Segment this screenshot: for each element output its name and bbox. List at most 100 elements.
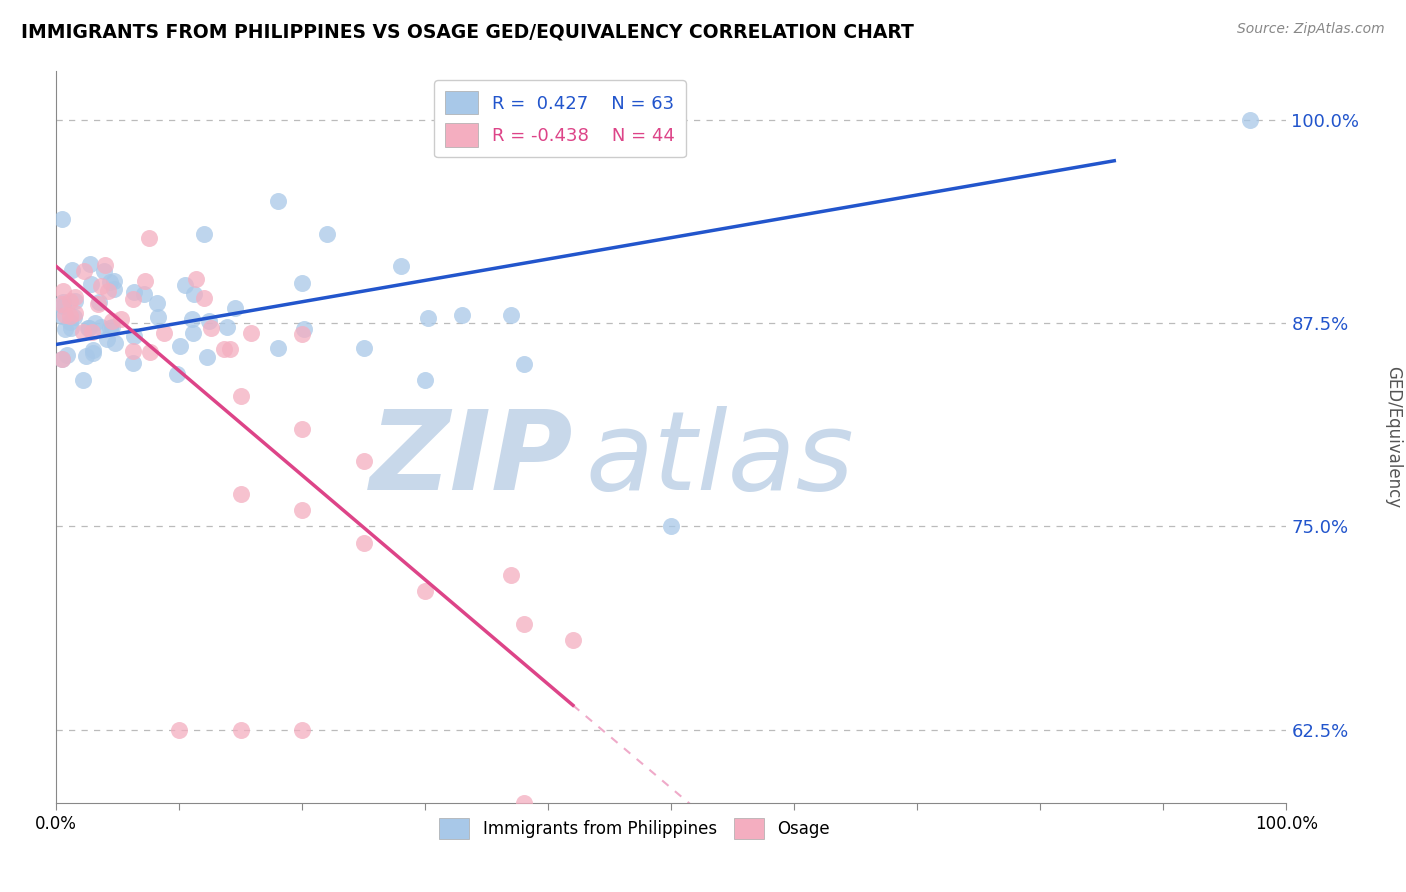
Point: [132, 286, 155, 301]
Point: [513, 617, 536, 632]
Point: [229, 487, 252, 501]
Point: [62, 263, 84, 277]
Point: [59, 294, 82, 309]
Point: [80, 277, 103, 292]
Point: [291, 327, 314, 342]
Point: [292, 322, 315, 336]
Point: [561, 633, 585, 648]
Point: [138, 231, 160, 245]
Point: [353, 341, 375, 355]
Point: [59, 310, 82, 324]
Point: [193, 227, 215, 241]
Point: [60, 321, 83, 335]
Point: [90, 319, 112, 334]
Point: [122, 328, 145, 343]
Point: [73, 263, 96, 277]
Point: [186, 272, 208, 286]
Y-axis label: GED/Equivalency: GED/Equivalency: [1385, 366, 1402, 508]
Point: [224, 301, 246, 315]
Point: [65, 290, 87, 304]
Point: [77, 321, 100, 335]
Point: [103, 282, 125, 296]
Point: [53, 322, 76, 336]
Point: [501, 308, 523, 322]
Point: [169, 339, 191, 353]
Point: [181, 326, 204, 340]
Point: [75, 350, 97, 364]
Point: [104, 335, 127, 350]
Point: [200, 320, 222, 334]
Point: [416, 310, 439, 325]
Point: [98, 321, 121, 335]
Point: [51, 297, 73, 311]
Point: [291, 503, 314, 517]
Point: [173, 278, 195, 293]
Point: [146, 310, 169, 325]
Point: [51, 310, 73, 324]
Point: [100, 314, 122, 328]
Point: [52, 294, 75, 309]
Point: [53, 308, 76, 322]
Point: [229, 389, 252, 403]
Point: [51, 351, 73, 366]
Point: [413, 584, 436, 599]
Text: atlas: atlas: [585, 406, 853, 513]
Legend: Immigrants from Philippines, Osage: Immigrants from Philippines, Osage: [433, 811, 837, 846]
Point: [51, 352, 73, 367]
Point: [89, 294, 111, 309]
Point: [513, 796, 536, 810]
Point: [87, 297, 110, 311]
Point: [153, 326, 176, 341]
Point: [52, 299, 75, 313]
Point: [291, 723, 314, 737]
Text: IMMIGRANTS FROM PHILIPPINES VS OSAGE GED/EQUIVALENCY CORRELATION CHART: IMMIGRANTS FROM PHILIPPINES VS OSAGE GED…: [21, 22, 914, 41]
Point: [84, 316, 107, 330]
Point: [229, 723, 252, 737]
Point: [195, 350, 218, 364]
Point: [198, 314, 221, 328]
Point: [513, 357, 536, 371]
Point: [52, 284, 75, 298]
Point: [215, 319, 238, 334]
Point: [122, 344, 145, 359]
Point: [93, 263, 115, 277]
Point: [219, 342, 242, 356]
Point: [72, 325, 94, 339]
Point: [389, 260, 412, 274]
Point: [63, 310, 86, 324]
Point: [96, 332, 118, 346]
Point: [138, 344, 160, 359]
Point: [240, 326, 263, 340]
Point: [166, 367, 188, 381]
Point: [51, 212, 73, 227]
Point: [267, 341, 290, 355]
Point: [501, 568, 523, 582]
Point: [97, 284, 120, 298]
Point: [146, 296, 169, 310]
Point: [169, 723, 191, 737]
Point: [103, 274, 125, 288]
Point: [291, 276, 314, 290]
Point: [79, 257, 101, 271]
Point: [193, 291, 215, 305]
Point: [183, 287, 205, 301]
Point: [134, 274, 156, 288]
Point: [122, 356, 145, 370]
Point: [72, 373, 94, 387]
Point: [82, 343, 104, 357]
Point: [267, 194, 290, 209]
Text: ZIP: ZIP: [370, 406, 574, 513]
Point: [65, 294, 87, 309]
Point: [353, 454, 375, 468]
Point: [451, 308, 474, 322]
Point: [212, 342, 235, 356]
Point: [94, 258, 117, 272]
Point: [1239, 113, 1261, 128]
Point: [82, 346, 104, 360]
Point: [291, 422, 314, 436]
Point: [316, 227, 339, 241]
Point: [122, 292, 145, 306]
Text: Source: ZipAtlas.com: Source: ZipAtlas.com: [1237, 22, 1385, 37]
Point: [661, 519, 683, 533]
Point: [56, 348, 79, 362]
